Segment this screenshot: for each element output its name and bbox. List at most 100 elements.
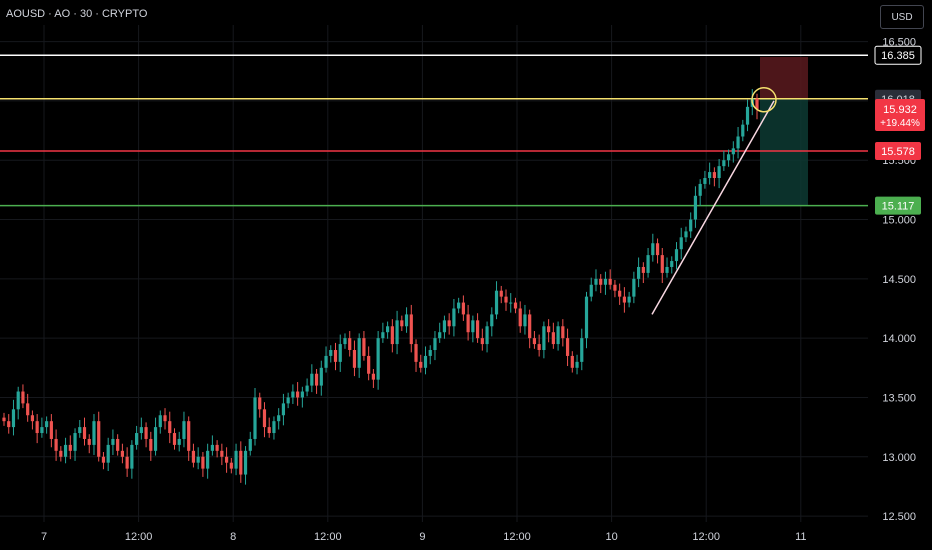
candle bbox=[63, 444, 68, 457]
candle bbox=[82, 427, 87, 439]
last-price-badge bbox=[875, 98, 925, 131]
candle bbox=[253, 397, 257, 439]
candle bbox=[712, 172, 716, 179]
candle bbox=[689, 219, 693, 232]
candle bbox=[471, 320, 475, 333]
candle bbox=[30, 415, 35, 422]
candle bbox=[400, 320, 404, 327]
candle bbox=[438, 332, 442, 339]
time-tick-label: 7 bbox=[41, 531, 47, 543]
candle bbox=[490, 314, 494, 327]
candle bbox=[201, 456, 205, 469]
candle bbox=[362, 338, 366, 356]
time-tick-label: 12:00 bbox=[314, 531, 342, 543]
candle bbox=[390, 326, 394, 345]
candle bbox=[286, 397, 290, 404]
candle bbox=[343, 338, 347, 345]
candle bbox=[627, 296, 631, 303]
candle bbox=[523, 314, 527, 327]
candle bbox=[338, 344, 342, 362]
candle bbox=[423, 355, 428, 368]
candle bbox=[87, 438, 91, 445]
candle bbox=[504, 296, 508, 303]
candle bbox=[726, 154, 731, 161]
candle bbox=[182, 421, 186, 439]
candle bbox=[561, 326, 565, 339]
candle bbox=[395, 320, 399, 345]
last-price-label: 15.932 bbox=[883, 104, 917, 116]
candle bbox=[741, 124, 745, 137]
horizontal-lines bbox=[0, 54, 868, 207]
candle bbox=[485, 326, 489, 345]
candle bbox=[565, 338, 570, 356]
candle bbox=[348, 338, 352, 351]
symbol-title: AOUSD · AO · 30 · CRYPTO bbox=[6, 8, 148, 20]
candle bbox=[281, 403, 286, 416]
candle bbox=[480, 338, 484, 345]
candle bbox=[570, 355, 574, 368]
candle bbox=[97, 421, 101, 457]
candle bbox=[324, 355, 328, 368]
candle bbox=[357, 338, 361, 368]
price-tick-label: 12.500 bbox=[882, 511, 916, 523]
candle bbox=[59, 450, 63, 457]
candle bbox=[660, 255, 664, 273]
red-line-label: 15.578 bbox=[881, 146, 915, 158]
candle bbox=[698, 183, 702, 196]
candles bbox=[2, 89, 759, 485]
candle bbox=[68, 444, 72, 451]
time-axis[interactable]: 7 12:00 8 12:00 9 12:00 10 12:00 11 bbox=[41, 531, 807, 543]
stop-loss-zone bbox=[760, 57, 808, 99]
candle bbox=[234, 450, 238, 469]
red-line-label-bg bbox=[875, 141, 921, 160]
candle bbox=[532, 338, 537, 345]
candle bbox=[291, 391, 295, 398]
price-tick-label: 15.000 bbox=[882, 215, 916, 227]
candle bbox=[262, 409, 267, 428]
candle bbox=[229, 462, 233, 469]
candle bbox=[684, 231, 688, 238]
candle bbox=[73, 433, 77, 451]
candle bbox=[433, 338, 437, 351]
candle bbox=[125, 456, 129, 469]
currency-button[interactable]: USD bbox=[880, 5, 924, 29]
candle bbox=[277, 415, 281, 422]
time-tick-label: 11 bbox=[795, 531, 806, 543]
candle bbox=[736, 136, 740, 149]
candle bbox=[594, 278, 598, 285]
candle bbox=[206, 450, 210, 469]
candle bbox=[618, 290, 622, 297]
candle bbox=[130, 444, 134, 469]
candle bbox=[608, 278, 612, 285]
marker-circle[interactable] bbox=[751, 86, 777, 113]
green-line-label: 15.117 bbox=[882, 201, 915, 213]
candle bbox=[163, 415, 167, 422]
candle bbox=[613, 284, 617, 291]
candle bbox=[49, 421, 53, 439]
candle bbox=[475, 320, 480, 339]
candle bbox=[414, 344, 418, 362]
candle bbox=[172, 433, 177, 445]
candle bbox=[40, 427, 44, 434]
white-line-label: 16.385 bbox=[881, 50, 915, 62]
candle bbox=[457, 302, 461, 309]
take-profit-zone bbox=[760, 98, 808, 206]
candle bbox=[551, 332, 555, 345]
time-tick-label: 12:00 bbox=[692, 531, 720, 543]
trend-line[interactable] bbox=[651, 100, 775, 315]
candle bbox=[381, 332, 385, 339]
candle bbox=[518, 308, 522, 327]
candle bbox=[371, 373, 375, 380]
candle bbox=[314, 373, 319, 386]
candle bbox=[584, 296, 589, 339]
candle bbox=[755, 98, 759, 110]
candle bbox=[603, 278, 608, 285]
candle bbox=[494, 290, 499, 315]
candle bbox=[513, 302, 518, 309]
candle bbox=[2, 417, 6, 422]
price-tick-label: 16.500 bbox=[882, 37, 916, 49]
candle bbox=[693, 195, 698, 220]
candle bbox=[646, 255, 650, 273]
